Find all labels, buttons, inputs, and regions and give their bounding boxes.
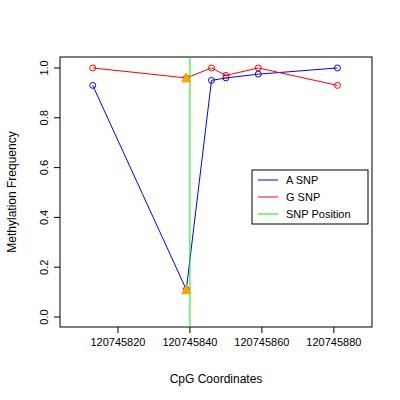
x-tick — [189, 327, 190, 333]
x-tick-label: 120745820 — [90, 336, 145, 348]
x-tick — [261, 327, 262, 333]
y-tick-label: 0.6 — [38, 160, 50, 175]
x-tick — [117, 327, 118, 333]
y-tick-label: 0.0 — [38, 309, 50, 324]
y-axis-label: Methylation Frequency — [5, 131, 19, 252]
legend-label: SNP Position — [286, 208, 351, 220]
y-tick — [54, 117, 60, 118]
point — [334, 65, 340, 71]
plot-area — [90, 57, 341, 327]
legend-label: G SNP — [286, 191, 320, 203]
x-tick-label: 120745880 — [306, 336, 361, 348]
legend-key — [258, 214, 278, 215]
legend: A SNP G SNP SNP Position — [252, 170, 368, 224]
snp-point — [182, 285, 191, 294]
x-tick — [333, 327, 334, 333]
y-tick — [54, 67, 60, 68]
plot-frame — [60, 57, 372, 327]
y-tick-label: 0.4 — [38, 210, 50, 225]
snp-line — [189, 57, 190, 327]
y-tick — [54, 167, 60, 168]
snp-point — [182, 73, 191, 82]
chart: 120745820 120745840 120745860 120745880 0.0 0… — [0, 0, 400, 400]
point — [90, 82, 96, 88]
legend-box — [252, 170, 368, 224]
legend-label: A SNP — [286, 174, 318, 186]
y-tick-label: 1.0 — [38, 60, 50, 75]
point — [334, 82, 340, 88]
legend-key — [258, 180, 278, 181]
point — [255, 71, 261, 77]
legend-key — [258, 197, 278, 198]
point — [90, 65, 96, 71]
point — [209, 77, 215, 83]
y-tick — [54, 217, 60, 218]
y-tick — [54, 317, 60, 318]
series-line — [93, 68, 338, 85]
point — [223, 72, 229, 78]
y-tick-label: 0.8 — [38, 110, 50, 125]
point — [255, 65, 261, 71]
y-tick-label: 0.2 — [38, 260, 50, 275]
x-axis-label: CpG Coordinates — [170, 372, 263, 386]
x-tick-label: 120745860 — [234, 336, 289, 348]
y-tick — [54, 267, 60, 268]
series-line — [93, 68, 338, 290]
x-tick-label: 120745840 — [162, 336, 217, 348]
point — [209, 65, 215, 71]
